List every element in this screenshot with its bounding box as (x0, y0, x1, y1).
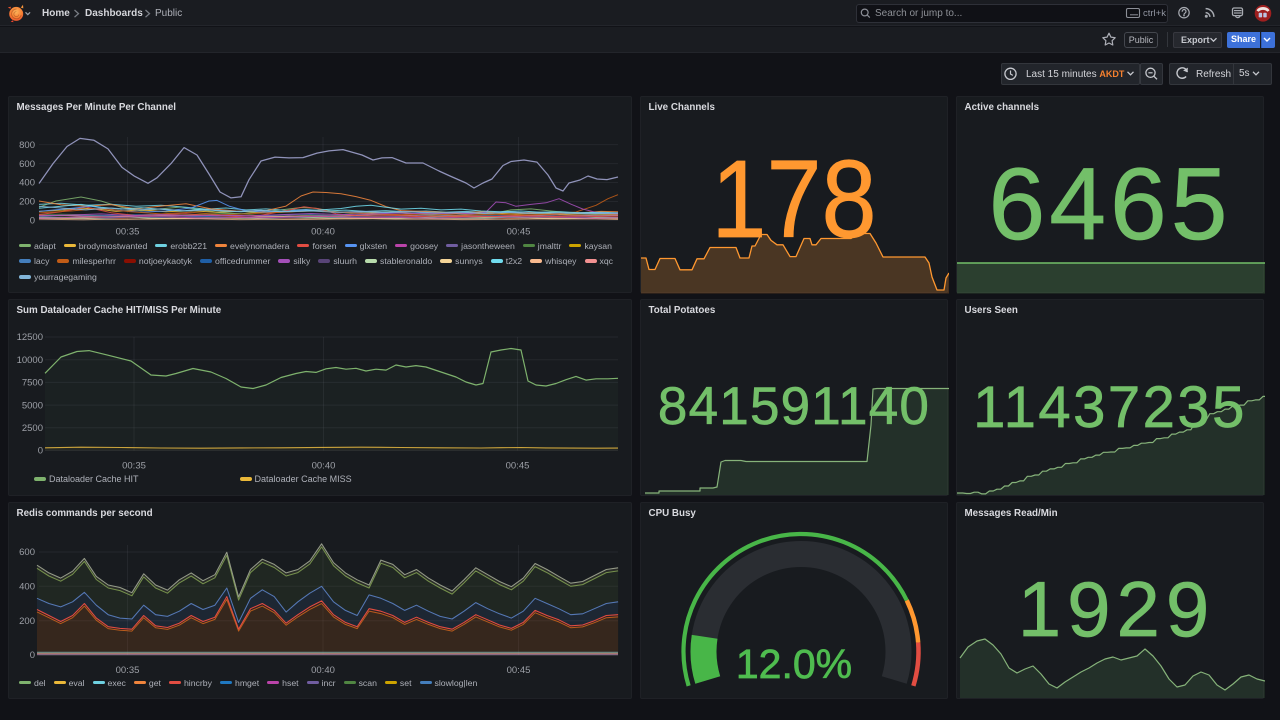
svg-text:800: 800 (19, 140, 35, 151)
svg-text:00:35: 00:35 (122, 461, 146, 472)
svg-text:0: 0 (30, 650, 35, 661)
svg-text:200: 200 (19, 616, 35, 627)
svg-text:00:45: 00:45 (507, 665, 531, 676)
svg-text:10000: 10000 (17, 355, 43, 366)
svg-text:00:40: 00:40 (311, 665, 335, 676)
svg-text:00:35: 00:35 (116, 227, 140, 238)
svg-text:0: 0 (30, 216, 35, 227)
svg-text:0: 0 (38, 446, 43, 457)
svg-text:2500: 2500 (22, 423, 43, 434)
svg-text:00:45: 00:45 (507, 227, 531, 238)
svg-text:7500: 7500 (22, 378, 43, 389)
svg-text:400: 400 (19, 178, 35, 189)
svg-text:00:40: 00:40 (312, 461, 336, 472)
svg-text:12500: 12500 (17, 332, 43, 343)
svg-text:00:45: 00:45 (506, 461, 530, 472)
svg-text:5000: 5000 (22, 400, 43, 411)
svg-text:600: 600 (19, 547, 35, 558)
svg-text:200: 200 (19, 197, 35, 208)
svg-text:600: 600 (19, 159, 35, 170)
svg-text:00:40: 00:40 (311, 227, 335, 238)
svg-text:400: 400 (19, 582, 35, 593)
svg-text:00:35: 00:35 (116, 665, 140, 676)
